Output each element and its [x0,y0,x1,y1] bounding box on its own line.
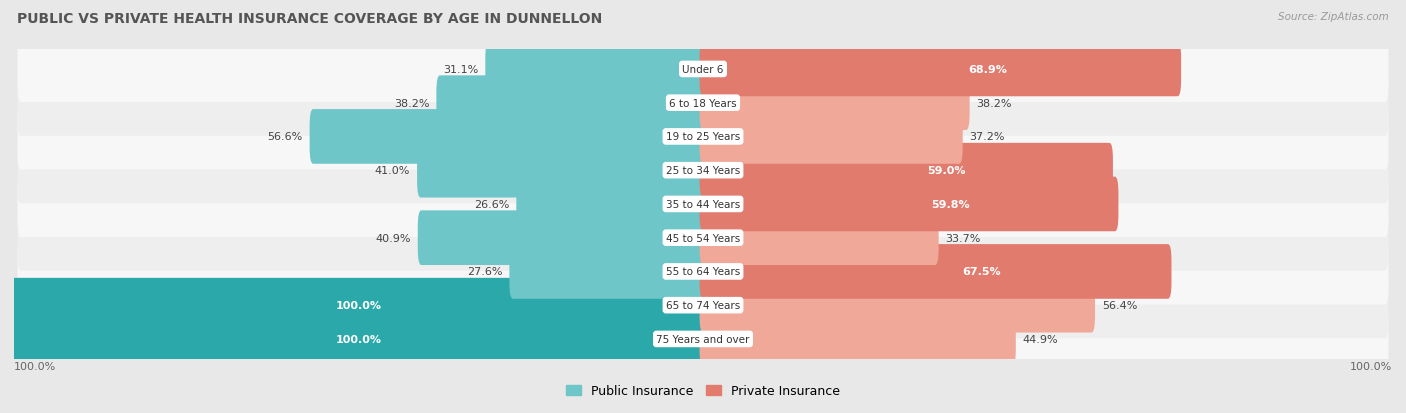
Text: 40.9%: 40.9% [375,233,411,243]
Text: 31.1%: 31.1% [443,65,478,75]
Text: Under 6: Under 6 [682,65,724,75]
FancyBboxPatch shape [700,244,1171,299]
FancyBboxPatch shape [485,43,706,97]
Text: 37.2%: 37.2% [970,132,1005,142]
FancyBboxPatch shape [700,177,1118,232]
FancyBboxPatch shape [17,71,1389,136]
FancyBboxPatch shape [509,244,706,299]
FancyBboxPatch shape [11,278,706,333]
FancyBboxPatch shape [309,110,706,164]
FancyBboxPatch shape [17,205,1389,271]
FancyBboxPatch shape [700,211,939,266]
Text: 100.0%: 100.0% [336,334,381,344]
FancyBboxPatch shape [11,312,706,366]
Text: 41.0%: 41.0% [375,166,411,176]
FancyBboxPatch shape [700,312,1015,366]
Text: 55 to 64 Years: 55 to 64 Years [666,267,740,277]
Text: 26.6%: 26.6% [474,199,509,209]
FancyBboxPatch shape [418,211,706,266]
FancyBboxPatch shape [700,143,1114,198]
Text: 100.0%: 100.0% [1350,361,1392,371]
Text: 19 to 25 Years: 19 to 25 Years [666,132,740,142]
FancyBboxPatch shape [17,306,1389,372]
Text: 25 to 34 Years: 25 to 34 Years [666,166,740,176]
Text: 100.0%: 100.0% [14,361,56,371]
FancyBboxPatch shape [700,43,1181,97]
Legend: Public Insurance, Private Insurance: Public Insurance, Private Insurance [564,382,842,399]
Text: 38.2%: 38.2% [977,98,1012,109]
Text: 75 Years and over: 75 Years and over [657,334,749,344]
FancyBboxPatch shape [436,76,706,131]
Text: 38.2%: 38.2% [394,98,429,109]
Text: 33.7%: 33.7% [945,233,981,243]
Text: 59.0%: 59.0% [928,166,966,176]
FancyBboxPatch shape [700,110,963,164]
Text: 35 to 44 Years: 35 to 44 Years [666,199,740,209]
Text: 56.6%: 56.6% [267,132,302,142]
Text: 27.6%: 27.6% [467,267,502,277]
Text: 59.8%: 59.8% [931,199,970,209]
FancyBboxPatch shape [700,278,1095,333]
FancyBboxPatch shape [516,177,706,232]
Text: Source: ZipAtlas.com: Source: ZipAtlas.com [1278,12,1389,22]
Text: 6 to 18 Years: 6 to 18 Years [669,98,737,109]
Text: 65 to 74 Years: 65 to 74 Years [666,300,740,311]
Text: 44.9%: 44.9% [1022,334,1059,344]
Text: 67.5%: 67.5% [963,267,1001,277]
Text: 56.4%: 56.4% [1102,300,1137,311]
Text: 45 to 54 Years: 45 to 54 Years [666,233,740,243]
Text: PUBLIC VS PRIVATE HEALTH INSURANCE COVERAGE BY AGE IN DUNNELLON: PUBLIC VS PRIVATE HEALTH INSURANCE COVER… [17,12,602,26]
FancyBboxPatch shape [17,273,1389,338]
FancyBboxPatch shape [17,37,1389,103]
FancyBboxPatch shape [17,239,1389,305]
FancyBboxPatch shape [17,171,1389,237]
FancyBboxPatch shape [17,138,1389,204]
FancyBboxPatch shape [418,143,706,198]
Text: 100.0%: 100.0% [336,300,381,311]
FancyBboxPatch shape [17,104,1389,170]
FancyBboxPatch shape [700,76,970,131]
Text: 68.9%: 68.9% [969,65,1007,75]
